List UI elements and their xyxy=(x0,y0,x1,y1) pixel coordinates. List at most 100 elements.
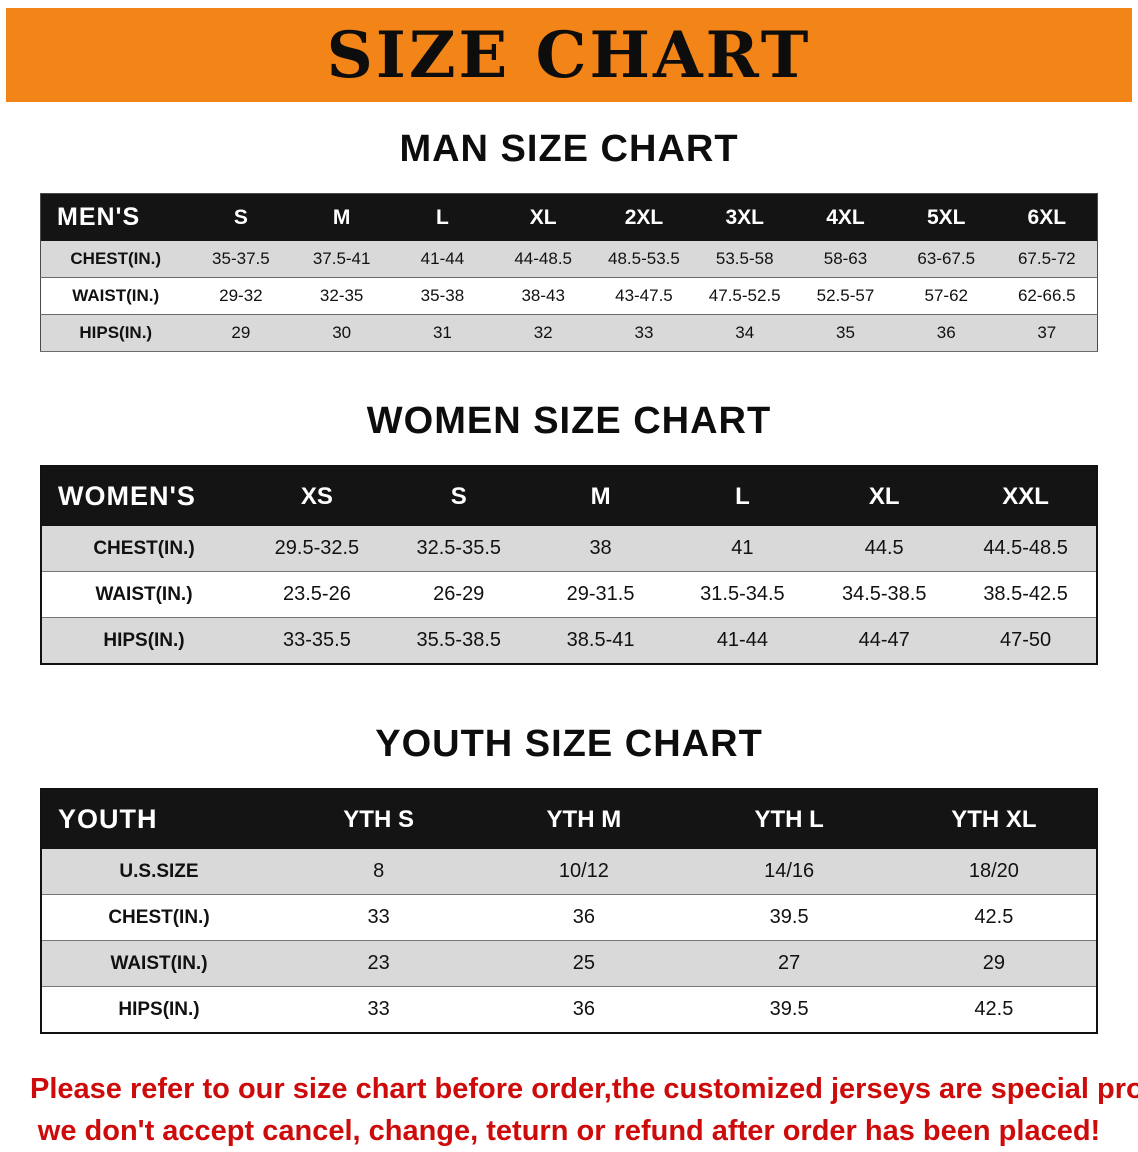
value-cell: 36 xyxy=(481,986,687,1034)
row-label-cell: HIPS(IN.) xyxy=(41,986,276,1034)
table-row: U.S.SIZE 8 10/12 14/16 18/20 xyxy=(41,849,1097,895)
size-header-cell: 3XL xyxy=(694,193,796,241)
row-label-cell: HIPS(IN.) xyxy=(40,314,191,352)
table-row: HIPS(IN.) 33 36 39.5 42.5 xyxy=(41,986,1097,1034)
disclaimer-line-2: we don't accept cancel, change, teturn o… xyxy=(37,1115,1101,1147)
page-title: SIZE CHART xyxy=(326,17,812,93)
value-cell: 18/20 xyxy=(891,849,1097,895)
value-cell: 23.5-26 xyxy=(246,571,388,618)
size-header-cell: YTH L xyxy=(686,789,892,849)
row-label-cell: CHEST(IN.) xyxy=(40,241,191,278)
value-cell: 29-31.5 xyxy=(529,571,672,618)
row-label-cell: WAIST(IN.) xyxy=(40,277,191,315)
value-cell: 29-32 xyxy=(190,277,292,315)
value-cell: 36 xyxy=(895,314,997,352)
value-cell: 42.5 xyxy=(891,986,1097,1034)
value-cell: 8 xyxy=(276,849,482,895)
table-header-row: MEN'S S M L XL 2XL 3XL 4XL 5XL 6XL xyxy=(40,193,1098,241)
value-cell: 38-43 xyxy=(492,277,594,315)
section-youth: YOUTH SIZE CHART YOUTH YTH S YTH M YTH L YTH… xyxy=(0,723,1138,1034)
value-cell: 44.5 xyxy=(813,526,956,572)
table-header-row: WOMEN'S XS S M L XL XXL xyxy=(41,466,1097,526)
value-cell: 67.5-72 xyxy=(996,241,1098,278)
table-row: WAIST(IN.) 23.5-26 26-29 29-31.5 31.5-34.5 34… xyxy=(41,571,1097,618)
size-header-cell: 6XL xyxy=(996,193,1098,241)
size-header-cell: YTH XL xyxy=(891,789,1097,849)
value-cell: 29 xyxy=(190,314,292,352)
value-cell: 35-37.5 xyxy=(190,241,292,278)
value-cell: 25 xyxy=(481,940,687,987)
value-cell: 33 xyxy=(276,894,482,941)
value-cell: 29 xyxy=(891,940,1097,987)
value-cell: 31 xyxy=(392,314,493,352)
value-cell: 38.5-41 xyxy=(529,617,672,665)
row-label-cell: CHEST(IN.) xyxy=(41,894,276,941)
size-header-cell: M xyxy=(291,193,393,241)
value-cell: 33 xyxy=(593,314,695,352)
banner: SIZE CHART xyxy=(6,8,1132,102)
value-cell: 43-47.5 xyxy=(593,277,695,315)
value-cell: 57-62 xyxy=(895,277,997,315)
table-row: WAIST(IN.) 29-32 32-35 35-38 38-43 43-47.5 47.… xyxy=(40,277,1098,315)
value-cell: 58-63 xyxy=(795,241,896,278)
size-header-cell: L xyxy=(671,466,814,526)
value-cell: 44.5-48.5 xyxy=(955,526,1097,572)
size-header-cell: L xyxy=(392,193,493,241)
value-cell: 35-38 xyxy=(392,277,493,315)
value-cell: 44-47 xyxy=(813,617,956,665)
value-cell: 14/16 xyxy=(686,849,892,895)
size-header-cell: XL xyxy=(813,466,956,526)
value-cell: 44-48.5 xyxy=(492,241,594,278)
table-row: HIPS(IN.) 29 30 31 32 33 34 35 36 37 xyxy=(40,314,1098,352)
row-label-cell: U.S.SIZE xyxy=(41,849,276,895)
value-cell: 30 xyxy=(291,314,393,352)
size-header-cell: S xyxy=(387,466,530,526)
value-cell: 38.5-42.5 xyxy=(955,571,1097,618)
table-title-cell: YOUTH xyxy=(41,789,276,849)
value-cell: 37 xyxy=(996,314,1098,352)
value-cell: 34.5-38.5 xyxy=(813,571,956,618)
women-size-table: WOMEN'S XS S M L XL XXL CHEST(IN.) 29.5-32.5 32.5… xyxy=(40,465,1098,665)
value-cell: 41-44 xyxy=(392,241,493,278)
size-header-cell: 2XL xyxy=(593,193,695,241)
value-cell: 23 xyxy=(276,940,482,987)
value-cell: 34 xyxy=(694,314,796,352)
value-cell: 38 xyxy=(529,526,672,572)
size-header-cell: XS xyxy=(246,466,388,526)
value-cell: 41 xyxy=(671,526,814,572)
value-cell: 29.5-32.5 xyxy=(246,526,388,572)
value-cell: 42.5 xyxy=(891,894,1097,941)
row-label-cell: CHEST(IN.) xyxy=(41,526,246,572)
section-men: MAN SIZE CHART MEN'S S M L XL 2XL 3XL 4XL 5XL 6XL… xyxy=(0,128,1138,352)
disclaimer-line-1: Please refer to our size chart before or… xyxy=(30,1073,1138,1105)
size-header-cell: XL xyxy=(492,193,594,241)
size-chart-page: SIZE CHART MAN SIZE CHART MEN'S S M L XL 2XL 3… xyxy=(0,8,1138,1147)
value-cell: 32-35 xyxy=(291,277,393,315)
men-size-table: MEN'S S M L XL 2XL 3XL 4XL 5XL 6XL CHEST(IN.) 35-37… xyxy=(40,193,1098,352)
value-cell: 37.5-41 xyxy=(291,241,393,278)
value-cell: 41-44 xyxy=(671,617,814,665)
value-cell: 47-50 xyxy=(955,617,1097,665)
table-header-row: YOUTH YTH S YTH M YTH L YTH XL xyxy=(41,789,1097,849)
section-heading-women: WOMEN SIZE CHART xyxy=(366,400,772,442)
size-header-cell: 5XL xyxy=(895,193,997,241)
value-cell: 62-66.5 xyxy=(996,277,1098,315)
table-title-cell: MEN'S xyxy=(40,193,191,241)
table-row: HIPS(IN.) 33-35.5 35.5-38.5 38.5-41 41-44 44-… xyxy=(41,617,1097,665)
table-row: CHEST(IN.) 35-37.5 37.5-41 41-44 44-48.5 48.5… xyxy=(40,241,1098,278)
table-row: WAIST(IN.) 23 25 27 29 xyxy=(41,940,1097,987)
value-cell: 27 xyxy=(686,940,892,987)
row-label-cell: WAIST(IN.) xyxy=(41,940,276,987)
value-cell: 47.5-52.5 xyxy=(694,277,796,315)
disclaimer: Please refer to our size chart before or… xyxy=(0,1068,1138,1152)
section-heading-men: MAN SIZE CHART xyxy=(399,128,739,170)
value-cell: 35 xyxy=(795,314,896,352)
table-row: CHEST(IN.) 33 36 39.5 42.5 xyxy=(41,894,1097,941)
value-cell: 32.5-35.5 xyxy=(387,526,530,572)
value-cell: 35.5-38.5 xyxy=(387,617,530,665)
size-header-cell: YTH M xyxy=(481,789,687,849)
value-cell: 36 xyxy=(481,894,687,941)
value-cell: 53.5-58 xyxy=(694,241,796,278)
value-cell: 31.5-34.5 xyxy=(671,571,814,618)
value-cell: 10/12 xyxy=(481,849,687,895)
